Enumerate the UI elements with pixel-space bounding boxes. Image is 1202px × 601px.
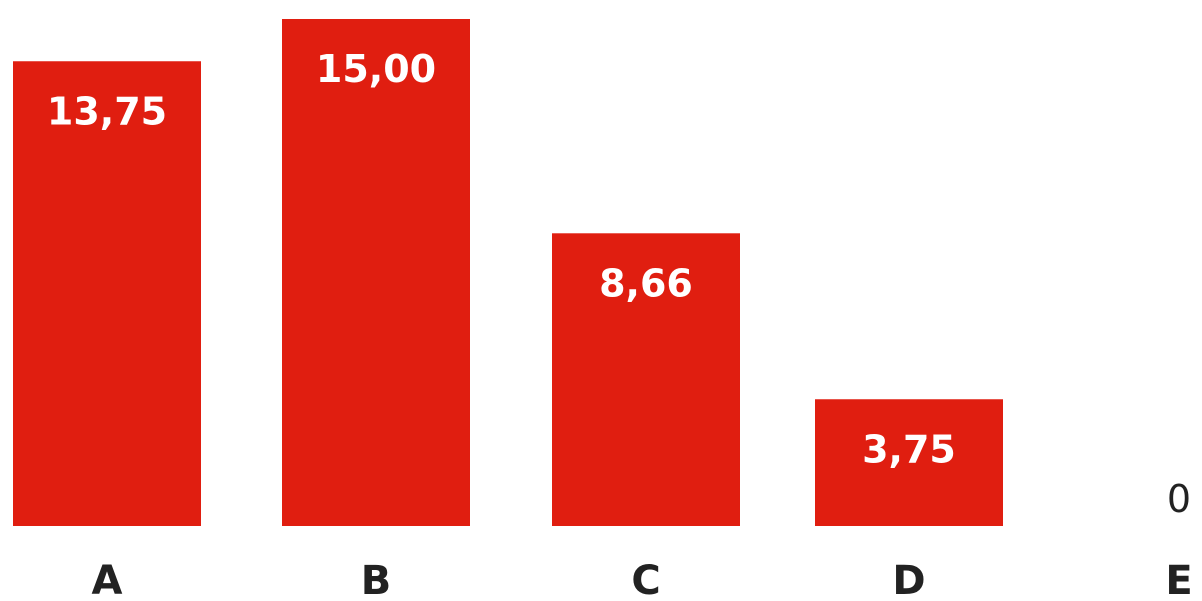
data-label-b: 15,00: [316, 47, 436, 91]
category-label-d: D: [892, 558, 925, 601]
bar-d: [815, 399, 1003, 526]
bar-b: [282, 19, 470, 526]
category-label-a: A: [92, 558, 123, 601]
data-label-c: 8,66: [599, 261, 693, 305]
category-label-c: C: [631, 558, 660, 601]
bar-c: [552, 233, 740, 527]
category-label-e: E: [1165, 558, 1192, 601]
data-label-a: 13,75: [47, 89, 167, 133]
category-label-b: B: [361, 558, 392, 601]
bar-a: [13, 61, 201, 526]
data-label-e: 0: [1167, 477, 1191, 521]
data-label-d: 3,75: [862, 427, 956, 471]
